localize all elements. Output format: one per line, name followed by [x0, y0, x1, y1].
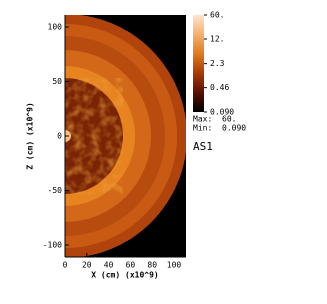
- colorbar-tick-label: 2.3: [210, 59, 225, 68]
- colorbar-tick-label: 60.: [210, 11, 224, 20]
- colorbar: [193, 15, 204, 112]
- max-value: 60.: [222, 115, 236, 124]
- colorbar-tick-label: 0.090: [210, 108, 234, 117]
- x-tick-label: 40: [104, 261, 114, 270]
- density-field: [65, 15, 186, 257]
- x-tick-label: 100: [167, 261, 182, 270]
- min-value: 0.090: [222, 124, 246, 133]
- colorbar-tick-label: 12.: [210, 35, 224, 44]
- colorbar-tick-label: 0.46: [210, 83, 229, 92]
- x-axis-label: X (cm) (x10^9): [91, 271, 158, 280]
- y-tick-label: 100: [48, 22, 63, 31]
- x-tick-label: 80: [147, 261, 157, 270]
- y-tick-label: 50: [52, 77, 62, 86]
- y-tick-label: -100: [43, 241, 62, 250]
- x-tick-label: 20: [82, 261, 92, 270]
- min-label: Min:: [193, 124, 212, 133]
- run-label: AS1: [193, 140, 213, 153]
- y-tick-label: -50: [48, 186, 63, 195]
- x-tick-label: 0: [63, 261, 68, 270]
- y-axis-label: Z (cm) (x10^9): [26, 102, 35, 169]
- x-tick-label: 60: [126, 261, 136, 270]
- y-tick-label: 0: [57, 132, 62, 141]
- max-label: Max:: [193, 115, 212, 124]
